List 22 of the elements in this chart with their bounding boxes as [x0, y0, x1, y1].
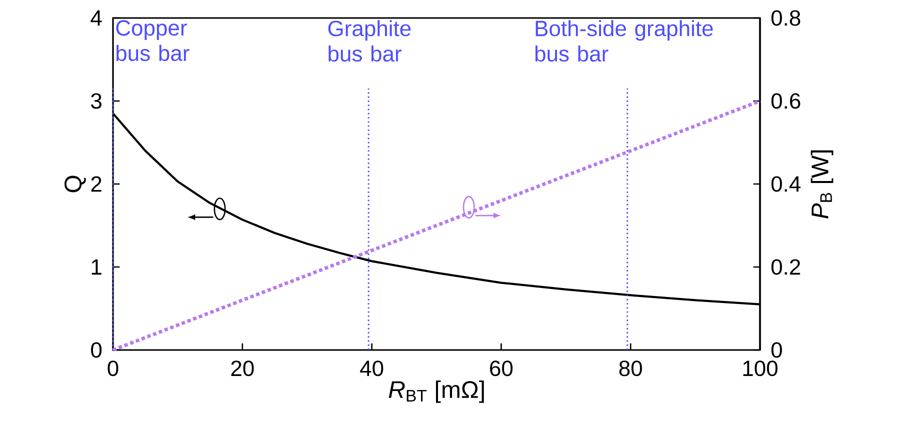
y2-tick-label: 0: [771, 342, 782, 358]
ref-line-label: Graphite bus bar: [328, 20, 411, 62]
x-tick-label: 40: [360, 360, 384, 376]
y2-tick-label: 0.2: [771, 259, 800, 275]
ref-line-label: Copper bus bar: [116, 20, 190, 62]
y2-tick-label: 0.6: [771, 93, 800, 109]
x-tick-label: 20: [231, 360, 254, 376]
x-tick-label: 0: [108, 360, 118, 376]
y2-tick-label: 0.4: [771, 176, 801, 192]
y-tick-label: 4: [90, 10, 102, 26]
y2-axis-title: P$_{B}$ [W]: [810, 150, 834, 219]
x-tick-label: 80: [619, 360, 642, 376]
y-tick-label: 0: [91, 342, 102, 358]
x-axis-title: R$_{BT}$ [mΩ]: [388, 380, 484, 403]
ref-line-label: Both-side graphite bus bar: [535, 20, 713, 62]
y-tick-label: 2: [91, 176, 102, 192]
x-tick-label: 100: [743, 360, 778, 376]
x-tick-label: 60: [490, 360, 513, 376]
y-tick-label: 1: [92, 259, 102, 275]
y2-tick-label: 0.8: [771, 10, 800, 26]
y-tick-label: 3: [91, 93, 102, 109]
y-axis-title: Q: [64, 176, 86, 192]
